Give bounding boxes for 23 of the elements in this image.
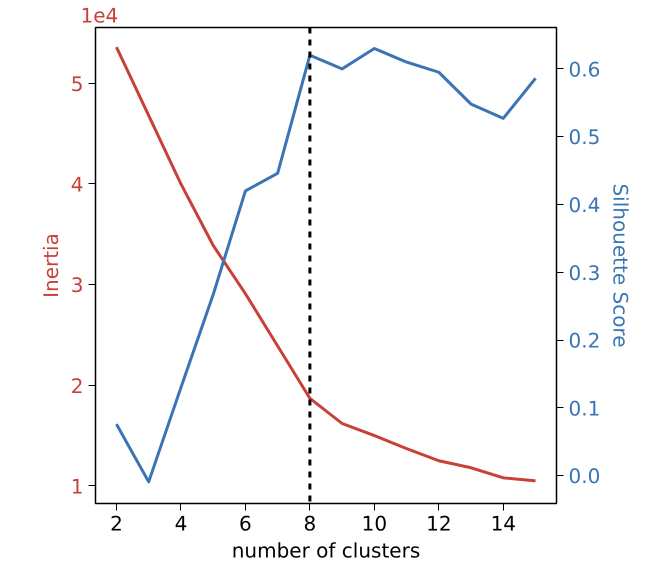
- annotation: 1e4: [80, 4, 118, 28]
- y2-tick-label: 0.1: [568, 396, 600, 420]
- y2-tick-label: 0.5: [568, 125, 600, 150]
- y-tick-label: 1: [70, 474, 84, 498]
- y-tick-label: 4: [70, 172, 84, 196]
- x-tick-label: 6: [239, 512, 252, 536]
- y-tick-label: 5: [70, 72, 84, 96]
- y2-tick-label: 0.2: [568, 328, 600, 353]
- y2-axis-title: Silhouette Score: [608, 183, 632, 348]
- y2-tick-label: 0.4: [568, 192, 600, 217]
- x-tick-label: 12: [426, 512, 452, 536]
- y2-tick-label: 0.0: [568, 464, 600, 488]
- x-tick-label: 4: [174, 512, 188, 536]
- y2-tick-label: 0.3: [568, 260, 600, 285]
- x-tick-label: 2: [110, 512, 123, 536]
- y-tick-label: 3: [70, 273, 84, 298]
- x-tick-label: 14: [490, 512, 516, 536]
- y-tick-label: 2: [70, 374, 84, 398]
- y-axis-title: Inertia: [38, 233, 63, 298]
- x-tick-label: 10: [362, 512, 388, 536]
- x-tick-label: 8: [304, 512, 316, 536]
- y2-tick-label: 0.6: [568, 57, 600, 82]
- x-axis-title: number of clusters: [232, 538, 420, 562]
